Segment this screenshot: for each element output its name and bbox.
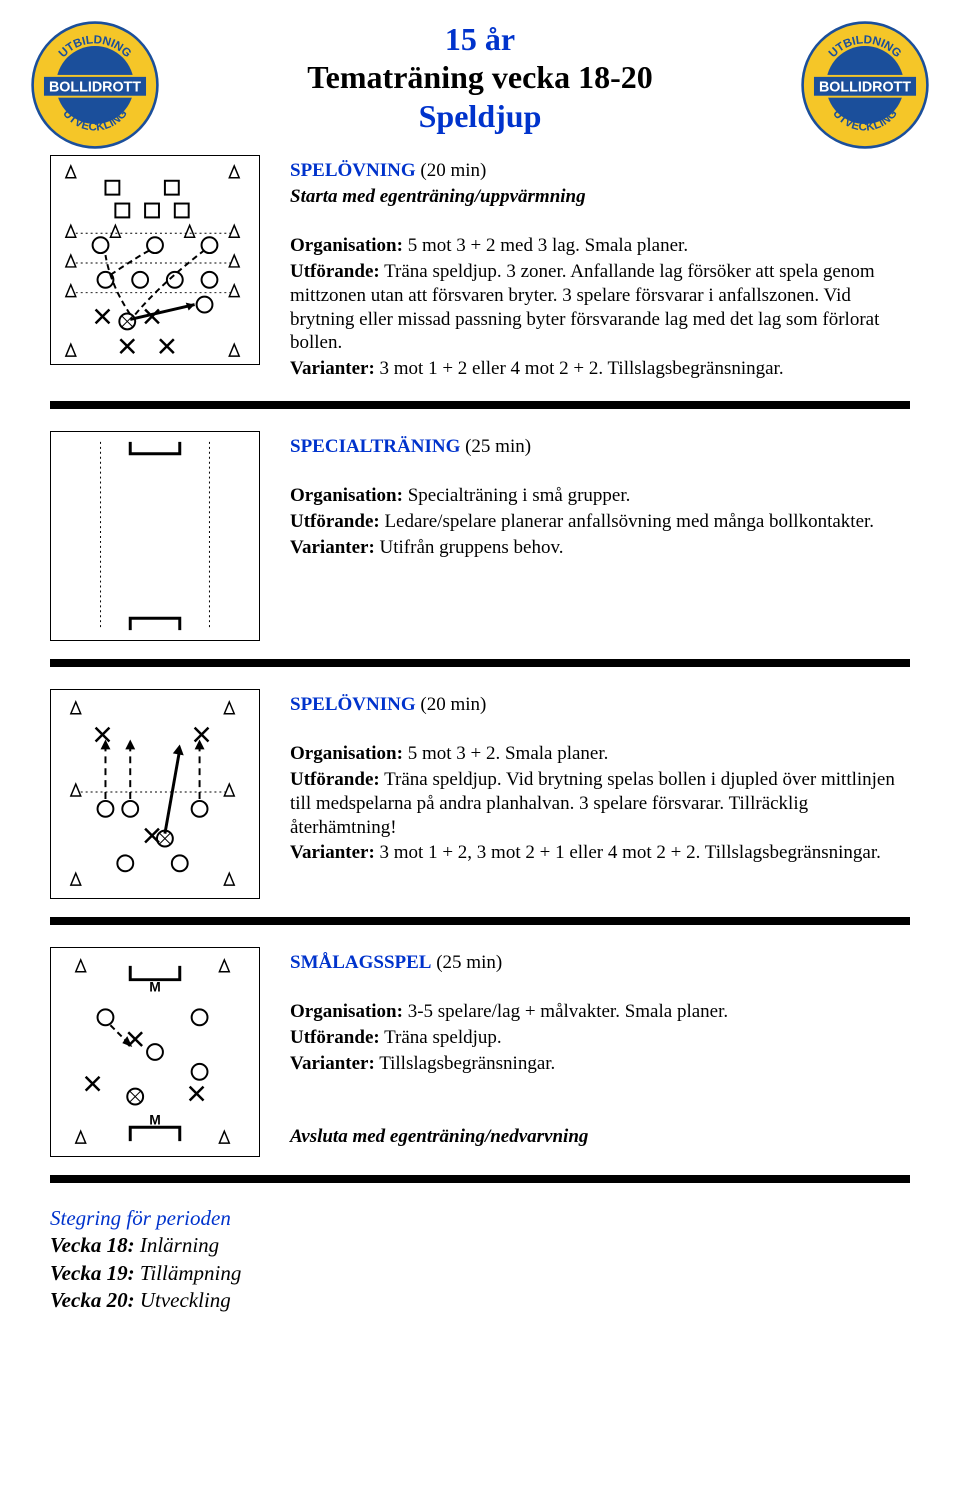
divider-4	[50, 1175, 910, 1183]
s3-utf-text: Träna speldjup. Vid brytning spelas boll…	[290, 769, 895, 838]
s1-org-label: Organisation:	[290, 235, 403, 256]
section-1-title-suffix: (20 min)	[416, 160, 487, 181]
svg-text:M: M	[149, 1111, 161, 1127]
svg-text:BOLLIDROTT: BOLLIDROTT	[49, 80, 141, 96]
s1-var-text: 3 mot 1 + 2 eller 4 mot 2 + 2. Tillslags…	[375, 358, 784, 379]
divider-1	[50, 401, 910, 409]
footer-r1-text: Inlärning	[135, 1233, 220, 1257]
s4-org-text: 3-5 spelare/lag + målvakter. Smala plane…	[403, 1001, 728, 1022]
s4-org-label: Organisation:	[290, 1001, 403, 1022]
s3-org-text: 5 mot 3 + 2. Smala planer.	[403, 743, 608, 764]
footer-r2-text: Tillämpning	[135, 1261, 242, 1285]
section-4-closing: Avsluta med egenträning/nedvarvning	[290, 1125, 910, 1149]
section-4-title-suffix: (25 min)	[431, 952, 502, 973]
s1-org-text: 5 mot 3 + 2 med 3 lag. Smala planer.	[403, 235, 688, 256]
footer-r3-label: Vecka 20:	[50, 1288, 135, 1312]
divider-2	[50, 659, 910, 667]
svg-text:M: M	[149, 979, 161, 995]
logo-right: UTBILDNING UTVECKLING BOLLIDROTT	[800, 20, 930, 150]
s1-var-label: Varianter:	[290, 358, 375, 379]
footer-r3-text: Utveckling	[135, 1288, 231, 1312]
s4-utf-label: Utförande:	[290, 1027, 380, 1048]
svg-text:BOLLIDROTT: BOLLIDROTT	[819, 80, 911, 96]
footer-heading: Stegring för perioden	[50, 1205, 910, 1232]
section-1-title: SPELÖVNING	[290, 160, 416, 181]
s2-var-text: Utifrån gruppens behov.	[375, 537, 564, 558]
drill-diagram-3	[50, 689, 260, 899]
section-2: SPECIALTRÄNING (25 min) Organisation: Sp…	[50, 431, 910, 641]
header-line3: Speldjup	[419, 98, 542, 134]
s4-var-label: Varianter:	[290, 1053, 375, 1074]
section-1-subtitle: Starta med egenträning/uppvärmning	[290, 185, 910, 209]
section-2-title-suffix: (25 min)	[460, 436, 531, 457]
divider-3	[50, 917, 910, 925]
s3-var-text: 3 mot 1 + 2, 3 mot 2 + 1 eller 4 mot 2 +…	[375, 842, 881, 863]
s2-org-text: Specialträning i små grupper.	[403, 485, 630, 506]
s3-utf-label: Utförande:	[290, 769, 380, 790]
section-3-title-suffix: (20 min)	[416, 694, 487, 715]
section-3-title: SPELÖVNING	[290, 694, 416, 715]
footer-block: Stegring för perioden Vecka 18: Inlärnin…	[50, 1205, 910, 1314]
drill-diagram-4: M M	[50, 947, 260, 1157]
footer-r1-label: Vecka 18:	[50, 1233, 135, 1257]
s2-org-label: Organisation:	[290, 485, 403, 506]
section-2-title: SPECIALTRÄNING	[290, 436, 460, 457]
s2-utf-text: Ledare/spelare planerar anfallsövning me…	[380, 511, 874, 532]
header-line2: Tematräning vecka 18-20	[307, 59, 652, 95]
header-line1: 15 år	[445, 21, 515, 57]
section-3: SPELÖVNING (20 min) Organisation: 5 mot …	[50, 689, 910, 899]
s3-var-label: Varianter:	[290, 842, 375, 863]
footer-r2-label: Vecka 19:	[50, 1261, 135, 1285]
s2-var-label: Varianter:	[290, 537, 375, 558]
drill-diagram-2	[50, 431, 260, 641]
page-header: UTBILDNING UTVECKLING BOLLIDROTT UTBILDN…	[50, 20, 910, 135]
s3-org-label: Organisation:	[290, 743, 403, 764]
s4-utf-text: Träna speldjup.	[380, 1027, 502, 1048]
section-1: SPELÖVNING (20 min) Starta med egenträni…	[50, 155, 910, 383]
drill-diagram-1	[50, 155, 260, 365]
section-4-title: SMÅLAGSSPEL	[290, 952, 431, 973]
s2-utf-label: Utförande:	[290, 511, 380, 532]
s1-utf-label: Utförande:	[290, 261, 380, 282]
logo-left: UTBILDNING UTVECKLING BOLLIDROTT	[30, 20, 160, 150]
s4-var-text: Tillslagsbegränsningar.	[375, 1053, 556, 1074]
section-4: M M SMÅLAGSSPEL (25 min) Organisation: 3…	[50, 947, 910, 1157]
